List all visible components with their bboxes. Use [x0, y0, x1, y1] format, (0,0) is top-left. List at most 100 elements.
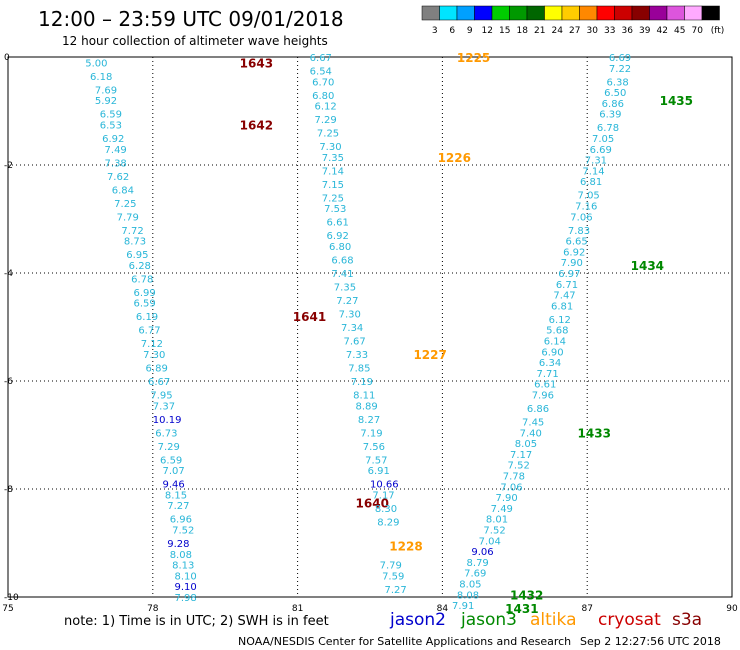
colorbar-tick-label: 30	[587, 26, 599, 36]
track-1433: 6.867.457.408.057.177.527.787.067.907.49…	[459, 404, 611, 591]
swh-value: 6.68	[331, 256, 353, 267]
swh-value: 6.81	[580, 177, 602, 188]
swh-value: 7.17	[510, 450, 532, 461]
swh-value: 7.67	[343, 337, 365, 348]
footer-credit: NOAA/NESDIS Center for Satellite Applica…	[238, 635, 571, 648]
swh-value: 7.34	[341, 323, 363, 334]
swh-value: 6.97	[558, 269, 580, 280]
swh-value: 6.50	[604, 88, 626, 99]
swh-value: 6.84	[112, 185, 134, 196]
swh-value: 7.27	[384, 585, 406, 596]
swh-value: 7.14	[322, 166, 344, 177]
swh-value: 7.31	[585, 156, 607, 167]
track-1432: 8.087.91 1432	[452, 588, 543, 612]
colorbar-swatch	[649, 5, 668, 21]
swh-value: 7.30	[339, 310, 361, 321]
latitude-tick-label: 0	[4, 53, 10, 63]
swh-value: 7.15	[322, 180, 344, 191]
swh-value: 6.34	[539, 358, 561, 369]
longitude-tick-label: 78	[147, 604, 159, 614]
map-title: 12:00 – 23:59 UTC 09/01/2018	[38, 7, 344, 31]
swh-value: 7.27	[167, 501, 189, 512]
colorbar-swatch	[579, 5, 598, 21]
swh-value: 7.85	[348, 364, 370, 375]
swh-value: 7.07	[162, 466, 184, 477]
map-subtitle: 12 hour collection of altimeter wave hei…	[62, 34, 328, 48]
swh-value: 7.53	[324, 204, 346, 215]
swh-value: 6.67	[148, 377, 170, 388]
swh-value: 5.00	[85, 58, 107, 69]
colorbar-swatch	[596, 5, 615, 21]
colorbar-swatch	[474, 5, 493, 21]
swh-value: 8.73	[124, 237, 146, 248]
track-1431: 1431	[505, 602, 538, 616]
swh-value: 6.69	[590, 145, 612, 156]
swh-value: 7.41	[331, 269, 353, 280]
pass-label: 1226	[438, 151, 471, 165]
swh-value: 6.70	[312, 77, 334, 88]
colorbar-swatch	[421, 5, 440, 21]
swh-value: 7.72	[121, 226, 143, 237]
colorbar-swatch	[526, 5, 545, 21]
pass-label: 1431	[505, 602, 538, 616]
swh-value: 6.61	[327, 218, 349, 229]
colorbar-swatch	[666, 5, 685, 21]
colorbar-tick-label: 9	[467, 26, 473, 36]
pass-label: 1434	[631, 259, 664, 273]
pass-label: 1228	[389, 540, 422, 554]
latitude-tick-label: -10	[4, 593, 19, 603]
swh-value: 6.38	[607, 77, 629, 88]
swh-value: 7.05	[592, 134, 614, 145]
latitude-tick-labels: 0 -2 -4 -6 -8 -10	[4, 53, 19, 603]
swh-value: 7.90	[561, 258, 583, 269]
swh-value: 6.59	[133, 299, 155, 310]
swh-value: 8.08	[457, 590, 479, 601]
swh-value: 7.49	[105, 145, 127, 156]
swh-value: 6.91	[368, 466, 390, 477]
swh-value: 6.59	[100, 110, 122, 121]
swh-value: 6.92	[563, 247, 585, 258]
swh-value: 6.54	[310, 67, 332, 78]
colorbar-tick-label: 42	[657, 26, 668, 36]
colorbar-tick-label: 21	[534, 26, 545, 36]
swh-value: 6.99	[133, 288, 155, 299]
satellite-legend: jason2 jason3 altika cryosat s3a	[389, 610, 702, 630]
swh-value: 6.80	[312, 91, 334, 102]
swh-value: 8.29	[377, 517, 399, 528]
longitude-tick-label: 90	[726, 604, 738, 614]
swh-value: 7.71	[537, 369, 559, 380]
swh-value: 8.30	[375, 504, 397, 515]
swh-value: 7.37	[153, 401, 175, 412]
track-1434: 6.976.717.476.81 6.125.686.146.906.347.71…	[532, 259, 664, 402]
swh-value: 7.69	[464, 569, 486, 580]
swh-value: 9.10	[175, 582, 197, 593]
swh-value: 7.27	[336, 296, 358, 307]
swh-value: 8.05	[459, 580, 481, 591]
swh-value: 7.96	[532, 391, 554, 402]
colorbar-tick-label: 70	[692, 26, 704, 36]
swh-value: 7.12	[141, 339, 163, 350]
swh-value: 8.13	[172, 561, 194, 572]
swh-value: 6.61	[534, 380, 556, 391]
swh-value: 7.90	[495, 493, 517, 504]
swh-value: 6.39	[599, 110, 621, 121]
swh-value: 7.79	[117, 212, 139, 223]
colorbar-tick-label: 45	[674, 26, 685, 36]
pass-label: 1640	[356, 497, 389, 511]
colorbar-tick-label: 27	[569, 26, 580, 36]
swh-value: 7.30	[143, 350, 165, 361]
swh-value: 6.80	[329, 242, 351, 253]
track-1642: 1642	[240, 119, 273, 133]
colorbar-tick-label: 12	[482, 26, 493, 36]
swh-value: 6.89	[146, 364, 168, 375]
colorbar-swatch	[544, 5, 563, 21]
swh-value: 9.28	[167, 539, 189, 550]
colorbar-tick-label: 33	[604, 26, 615, 36]
swh-value: 7.33	[346, 350, 368, 361]
swh-value: 6.92	[102, 134, 124, 145]
swh-value: 7.62	[107, 172, 129, 183]
swh-value: 8.05	[515, 439, 537, 450]
swh-value: 7.83	[568, 226, 590, 237]
colorbar-swatch	[491, 5, 510, 21]
